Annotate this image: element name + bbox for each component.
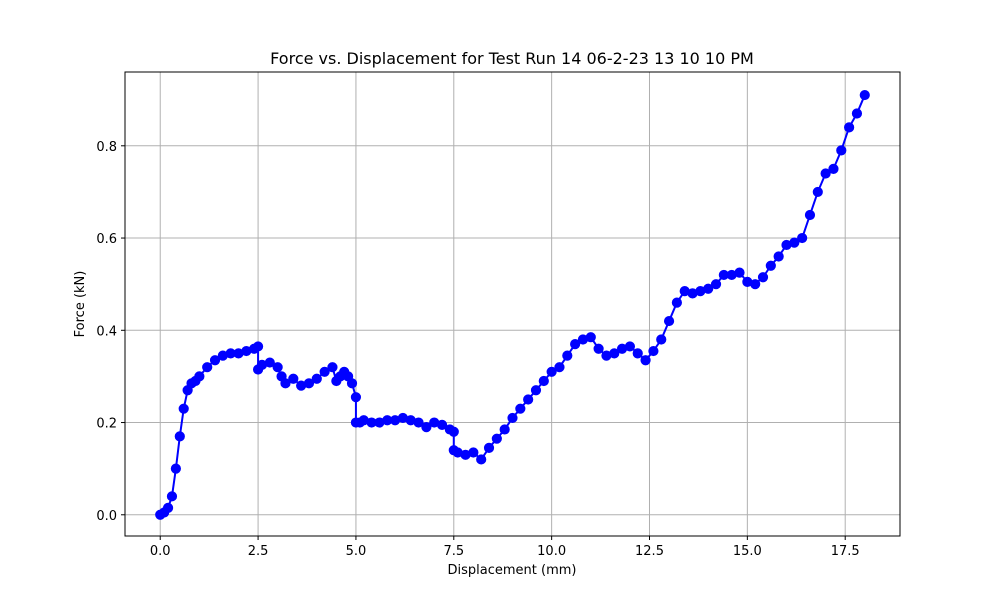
data-point [288, 373, 299, 384]
data-point [663, 315, 675, 327]
data-point [648, 345, 659, 357]
data-point [483, 442, 495, 453]
data-point [585, 332, 596, 343]
data-point [562, 350, 573, 361]
axis-ticks: 0.0 2.5 5.0 7.5 10.0 12.5 15.0 17.5 0.0 0.2 0.4 0.6… [96, 140, 859, 559]
y-axis-label: Force (kN) [73, 271, 88, 338]
data-point [491, 433, 502, 444]
data-point [264, 357, 275, 368]
data-point [448, 426, 459, 437]
x-tick-label: 5.0 [346, 544, 367, 559]
data-point [280, 378, 291, 389]
y-tick-label: 0.8 [96, 140, 117, 155]
data-point [174, 431, 185, 442]
data-point [836, 145, 847, 156]
data-point [570, 339, 581, 350]
plot-area: 0.0 2.5 5.0 7.5 10.0 12.5 15.0 17.5 0.0 0.2 0.4 0.6… [96, 71, 901, 559]
x-tick-label: 12.5 [635, 544, 664, 559]
data-point [640, 355, 651, 366]
data-point [812, 186, 823, 198]
data-point [593, 343, 604, 354]
data-point [303, 378, 315, 389]
data-point [546, 366, 557, 377]
data-point [523, 394, 534, 405]
series-layer [155, 89, 870, 520]
data-point [554, 362, 565, 373]
x-tick-label: 7.5 [443, 544, 464, 559]
data-point [209, 355, 221, 366]
data-point [468, 447, 479, 458]
x-tick-label: 15.0 [733, 544, 762, 559]
data-point [656, 334, 667, 345]
data-point [327, 362, 338, 373]
chart-title: Force vs. Displacement for Test Run 14 0… [270, 49, 754, 68]
data-point [194, 371, 205, 382]
data-point [750, 279, 761, 290]
plot-border [124, 71, 901, 537]
data-point [757, 272, 769, 283]
x-tick-label: 17.5 [831, 544, 860, 559]
plot-background [125, 72, 900, 536]
data-point [476, 454, 487, 465]
data-point [609, 348, 620, 359]
data-point [515, 403, 526, 414]
data-point [499, 424, 510, 435]
data-point [350, 392, 362, 403]
data-point [789, 237, 800, 248]
data-point [507, 412, 518, 424]
data-point [624, 341, 636, 352]
x-axis-label: Displacement (mm) [448, 563, 577, 578]
data-point [765, 260, 776, 271]
data-point [538, 375, 549, 387]
data-point [413, 417, 424, 428]
data-point [252, 341, 264, 352]
data-point [166, 491, 178, 502]
data-point [272, 362, 283, 373]
data-point [170, 463, 181, 474]
data-point [703, 283, 714, 294]
data-point [162, 502, 174, 513]
data-point [710, 279, 722, 290]
data-point [436, 419, 448, 430]
data-point [773, 251, 784, 262]
data-point [859, 89, 870, 101]
data-point [734, 267, 745, 278]
y-tick-label: 0.4 [96, 324, 117, 339]
data-point [844, 122, 855, 133]
data-point [671, 297, 682, 308]
data-point [632, 348, 643, 359]
data-point [346, 378, 358, 389]
data-point [851, 108, 863, 119]
y-tick-label: 0.2 [96, 417, 117, 432]
data-point [530, 385, 542, 396]
x-tick-label: 10.0 [537, 544, 566, 559]
data-point [178, 403, 189, 414]
x-tick-label: 2.5 [248, 544, 269, 559]
data-point [797, 232, 808, 244]
data-point [828, 163, 839, 174]
data-point [319, 366, 330, 377]
x-tick-label: 0.0 [150, 544, 171, 559]
data-point [202, 362, 213, 373]
data-point [804, 209, 816, 221]
y-tick-label: 0.0 [96, 509, 117, 524]
data-point [421, 422, 432, 433]
data-point [820, 168, 831, 179]
y-tick-label: 0.6 [96, 232, 117, 247]
data-point [311, 373, 322, 384]
